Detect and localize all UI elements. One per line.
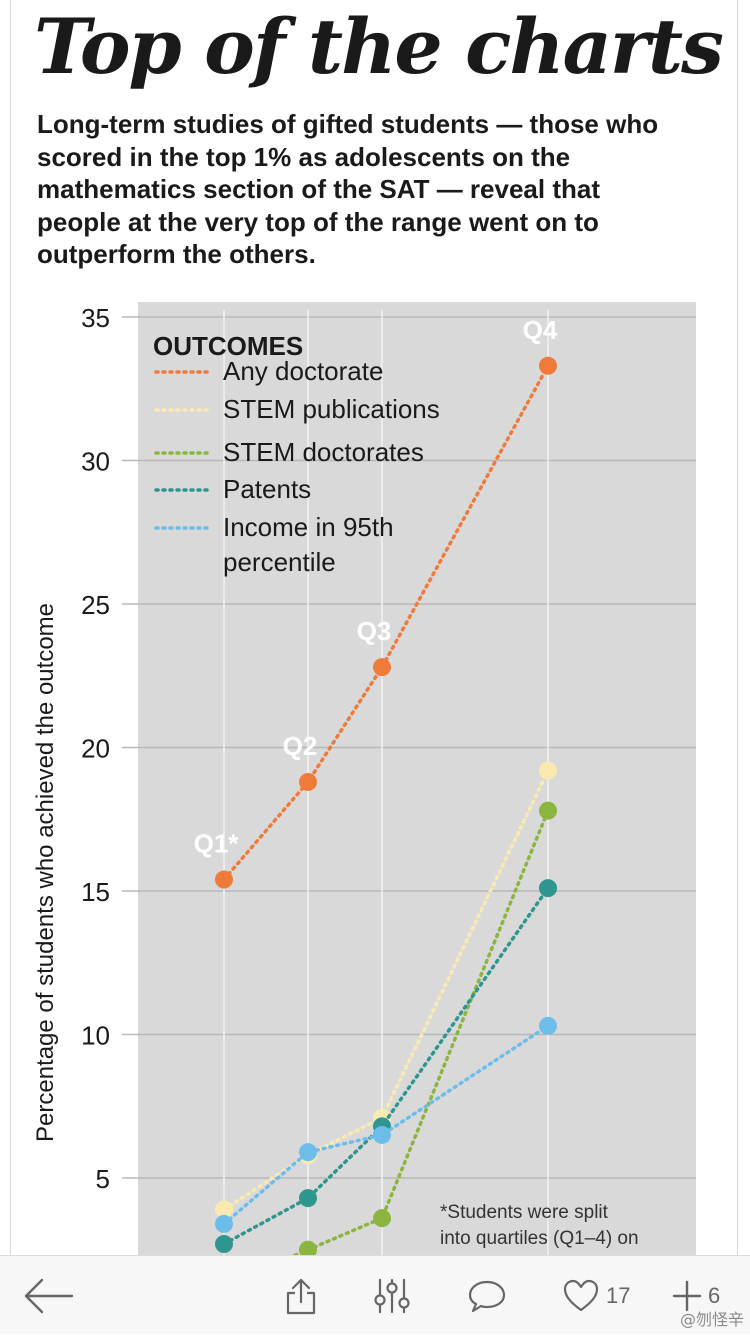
footnote-line-2: into quartiles (Q1–4) on [440, 1228, 639, 1249]
line-chart: 5 10 15 20 25 30 35 Percentage of students who… [32, 302, 696, 1255]
category-label: Q2 [283, 731, 318, 761]
heart-icon [563, 1279, 599, 1311]
series-line [222, 364, 550, 882]
share-icon [286, 1278, 316, 1314]
frame-line-left [10, 0, 11, 1255]
category-label: Q4 [523, 315, 558, 345]
category-labels: Q1* Q2 Q3 Q4 [194, 315, 558, 859]
data-point [373, 658, 391, 677]
page-title: Top of the charts [34, 2, 724, 91]
data-point [539, 761, 557, 780]
footnote: *Students were split into quartiles (Q1–… [440, 1202, 639, 1249]
y-tick-label: 5 [96, 1164, 110, 1194]
legend-label: STEM doctorates [223, 437, 424, 467]
plus-icon [672, 1280, 702, 1311]
add-button[interactable]: 6 [672, 1256, 720, 1335]
comment-icon [468, 1280, 506, 1312]
y-tick-label: 35 [81, 303, 110, 333]
category-label: Q1* [194, 829, 240, 859]
series-line [222, 1024, 550, 1226]
series-any-doctorate [215, 356, 557, 889]
grid-lines [122, 316, 696, 1179]
legend-label: STEM publications [223, 394, 440, 424]
subtitle: Long-term studies of gifted students — t… [37, 109, 659, 269]
data-point [299, 772, 317, 791]
like-button[interactable]: 17 [562, 1256, 630, 1335]
footnote-line-1: *Students were split [440, 1202, 609, 1223]
adjust-icon [374, 1278, 410, 1313]
data-point [373, 1125, 391, 1144]
series-stem-doctorates [291, 801, 557, 1255]
y-tick-label: 10 [81, 1021, 110, 1051]
data-point [215, 1214, 233, 1233]
data-point [215, 1200, 233, 1219]
series-income-in-95th-percentile [215, 1016, 557, 1233]
legend: OUTCOMES Any doctorate STEM publications S… [153, 331, 440, 577]
category-label: Q3 [357, 616, 392, 646]
back-button[interactable] [22, 1256, 74, 1335]
like-count: 17 [606, 1282, 631, 1308]
y-tick-label: 30 [81, 447, 110, 477]
series-line [222, 768, 550, 1212]
series-group [215, 356, 557, 1255]
comment-button[interactable] [467, 1256, 507, 1335]
data-point [299, 1189, 317, 1208]
y-tick-label: 15 [81, 877, 110, 907]
bottom-toolbar: 17 6 @刎怪辛 [0, 1255, 750, 1334]
data-point [299, 1240, 317, 1255]
data-point [539, 879, 557, 898]
y-tick-label: 25 [81, 590, 110, 620]
data-point [215, 870, 233, 889]
y-axis-ticks: 5 10 15 20 25 30 35 [81, 303, 110, 1194]
data-point [215, 1235, 233, 1254]
legend-label: Patents [223, 474, 311, 504]
legend-label: Income in 95th percentile [223, 512, 394, 577]
add-count: 6 [708, 1282, 721, 1308]
y-axis-label: Percentage of students who achieved the … [32, 603, 59, 1142]
series-line [291, 808, 550, 1255]
data-point [299, 1143, 317, 1162]
data-point [539, 801, 557, 820]
frame-line-right [737, 0, 738, 1255]
adjust-button[interactable] [373, 1256, 411, 1335]
legend-label: Any doctorate [223, 356, 383, 386]
back-arrow-icon [24, 1278, 74, 1313]
watermark: @刎怪辛 [679, 1310, 744, 1329]
data-point [539, 1016, 557, 1035]
data-point [373, 1209, 391, 1228]
data-point [539, 356, 557, 375]
y-tick-label: 20 [81, 734, 110, 764]
series-line [222, 886, 550, 1246]
legend-title: OUTCOMES [153, 331, 303, 361]
share-button[interactable] [284, 1256, 318, 1335]
